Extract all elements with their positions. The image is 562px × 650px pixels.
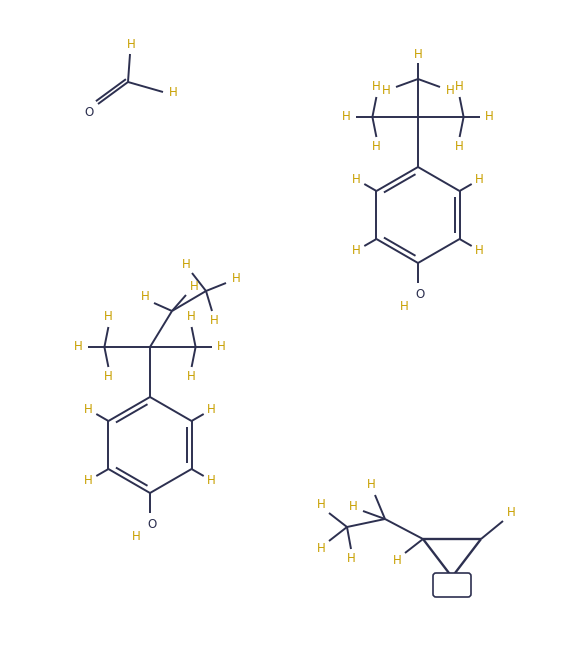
Text: H: H [372,140,381,153]
Text: H: H [187,311,196,324]
Text: H: H [455,81,464,94]
Text: H: H [352,173,361,186]
Text: O: O [84,105,94,118]
Text: H: H [74,341,83,354]
Text: H: H [348,500,357,514]
Text: H: H [189,281,198,294]
Text: H: H [187,370,196,383]
Text: Abs: Abs [442,580,461,590]
Text: H: H [140,291,149,304]
Text: H: H [182,257,191,270]
Text: H: H [104,311,113,324]
Text: H: H [104,370,113,383]
Text: H: H [352,244,361,257]
Text: H: H [210,315,219,328]
Text: H: H [169,86,178,99]
Text: H: H [475,244,484,257]
Text: O: O [147,519,157,532]
Text: H: H [455,140,464,153]
Text: H: H [207,474,216,487]
Text: H: H [366,478,375,491]
Text: H: H [485,111,494,124]
Text: H: H [400,300,409,313]
Text: H: H [217,341,226,354]
Text: H: H [316,499,325,512]
Text: H: H [382,84,391,98]
Text: H: H [232,272,241,285]
Text: H: H [475,173,484,186]
Text: H: H [506,506,515,519]
Text: H: H [446,84,454,98]
Text: H: H [132,530,140,543]
Text: H: H [316,543,325,556]
Text: H: H [393,554,401,567]
Text: H: H [347,552,355,566]
Text: H: H [207,403,216,416]
Text: H: H [372,81,381,94]
Text: H: H [342,111,351,124]
FancyBboxPatch shape [433,573,471,597]
Text: H: H [84,403,93,416]
Text: H: H [414,47,423,60]
Text: H: H [126,38,135,51]
Text: H: H [84,474,93,487]
Text: O: O [415,289,425,302]
